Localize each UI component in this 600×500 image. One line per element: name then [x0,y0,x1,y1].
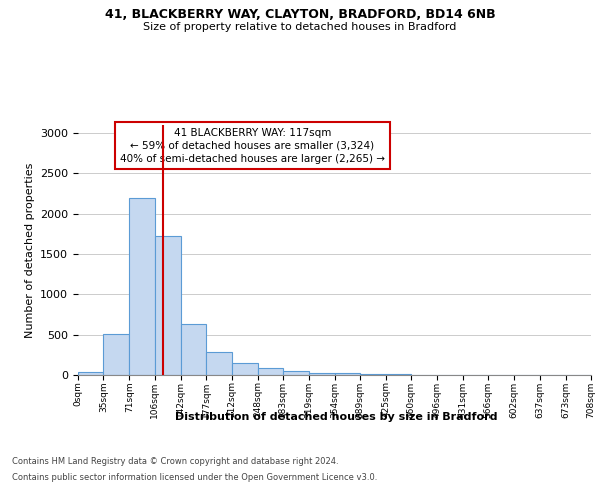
Bar [386,374,412,375]
Bar [103,334,130,375]
Bar [360,374,386,375]
Text: 41 BLACKBERRY WAY: 117sqm
← 59% of detached houses are smaller (3,324)
40% of se: 41 BLACKBERRY WAY: 117sqm ← 59% of detac… [120,128,385,164]
Text: Contains public sector information licensed under the Open Government Licence v3: Contains public sector information licen… [12,472,377,482]
Y-axis label: Number of detached properties: Number of detached properties [25,162,35,338]
Bar [335,374,360,375]
Text: Size of property relative to detached houses in Bradford: Size of property relative to detached ho… [143,22,457,32]
Bar [130,198,155,375]
Bar [309,372,335,375]
Bar [257,368,283,375]
Text: 41, BLACKBERRY WAY, CLAYTON, BRADFORD, BD14 6NB: 41, BLACKBERRY WAY, CLAYTON, BRADFORD, B… [104,8,496,20]
Bar [155,236,181,375]
Text: Distribution of detached houses by size in Bradford: Distribution of detached houses by size … [175,412,497,422]
Bar [206,352,232,375]
Bar [78,372,103,375]
Bar [181,324,206,375]
Bar [283,370,309,375]
Bar [232,363,257,375]
Text: Contains HM Land Registry data © Crown copyright and database right 2024.: Contains HM Land Registry data © Crown c… [12,458,338,466]
